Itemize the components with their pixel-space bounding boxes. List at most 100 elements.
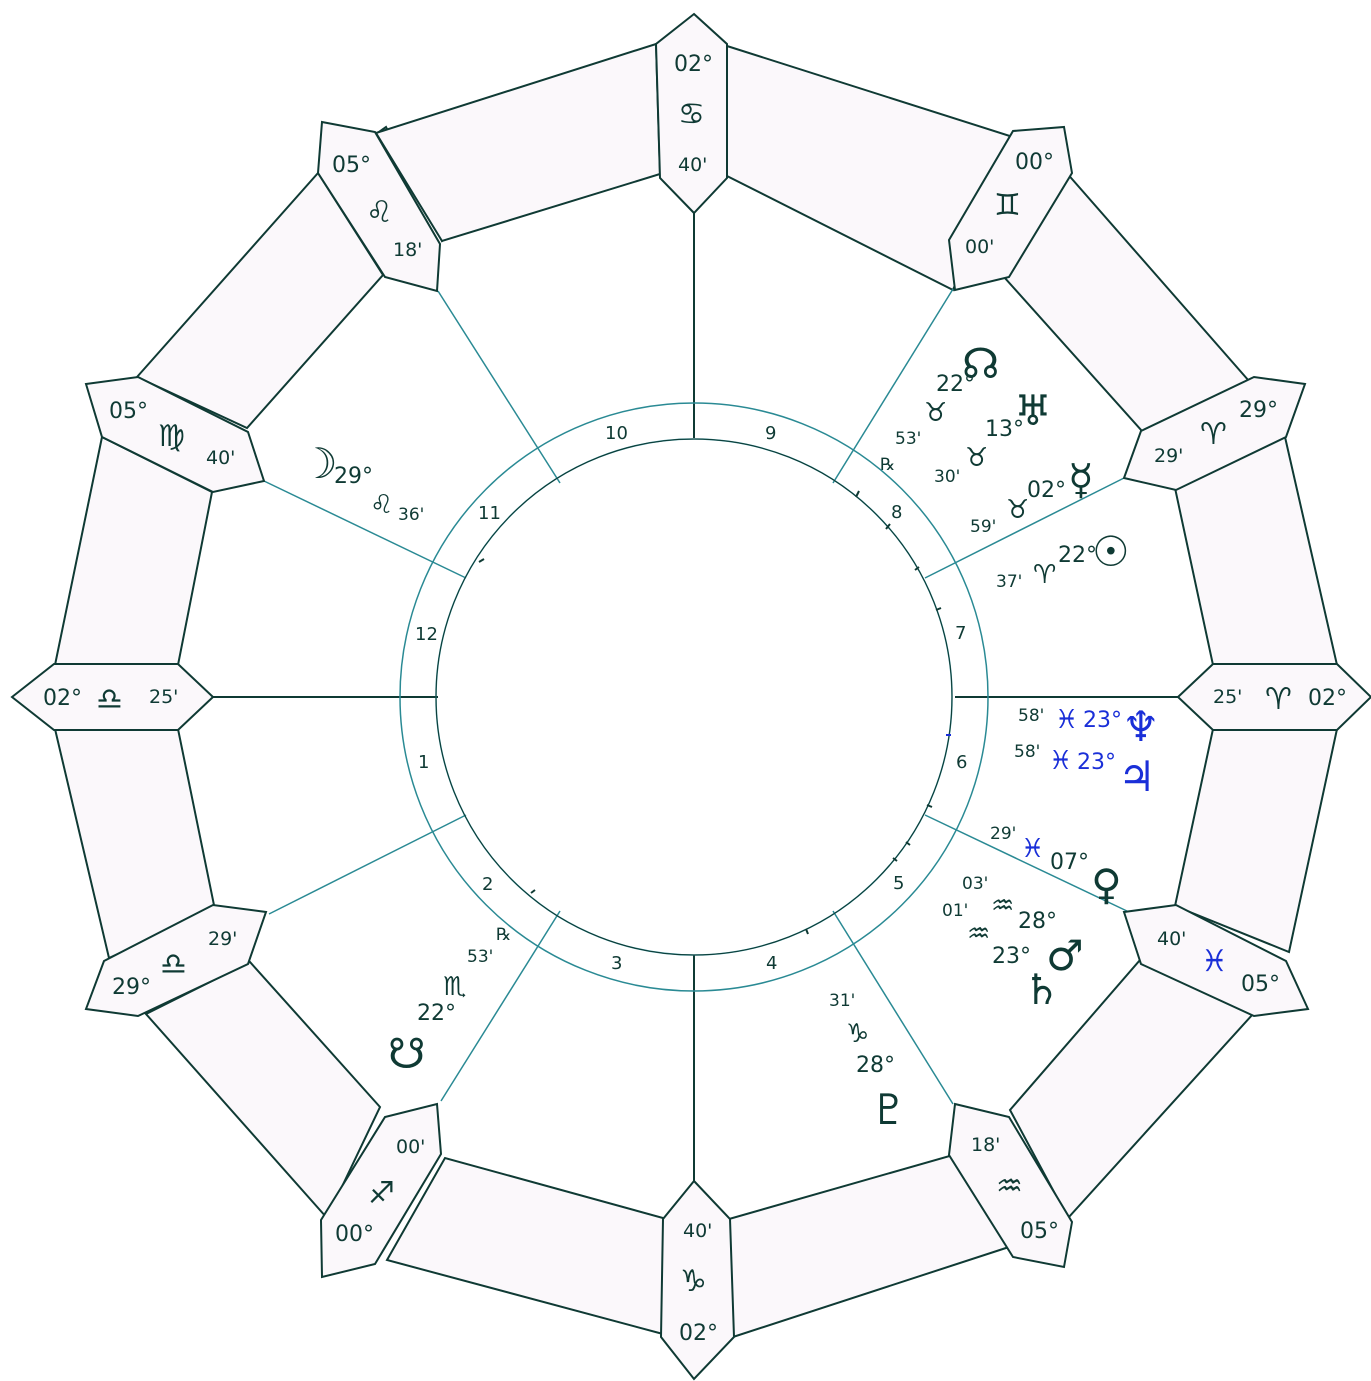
cusp-box-3 <box>319 1102 443 1279</box>
cusp-mc-degree: 02° <box>674 52 713 77</box>
south-node-degree: 22° <box>417 1001 456 1026</box>
jupiter-degree: 23° <box>1077 750 1116 775</box>
house-number-11: 11 <box>478 503 501 524</box>
cusp-12-minutes: 40' <box>206 447 235 469</box>
cusp-9-minutes: 00' <box>965 236 994 258</box>
moon-minutes: 36' <box>398 505 424 525</box>
saturn-minutes: 01' <box>942 901 968 921</box>
cusp-11-degree: 05° <box>332 153 371 178</box>
cusp-box-2 <box>84 903 268 1018</box>
cusp-8-sign: ♈ <box>1200 417 1227 452</box>
cusp-labels: 02° ♋ 40' 05° ♌ 18' 05° ♍ 40' 02° ♎ 25' … <box>43 52 1347 1346</box>
cusp-6-degree: 05° <box>1241 972 1280 997</box>
mars-degree: 28° <box>1018 909 1057 934</box>
cusp-boxes <box>10 12 1371 1381</box>
mercury-icon: ☿ <box>1068 455 1094 504</box>
cusp-11-minutes: 18' <box>393 239 422 261</box>
venus-icon: ♀ <box>1091 860 1122 909</box>
uranus-degree: 13° <box>985 417 1024 442</box>
inner-rings <box>399 402 989 992</box>
pluto-icon: ♇ <box>870 1085 908 1134</box>
sun-icon: ☉ <box>1092 527 1130 576</box>
neptune-minutes: 58' <box>1018 706 1044 726</box>
mars-sign: ♒ <box>991 891 1014 921</box>
house-number-3: 3 <box>611 953 622 974</box>
north-node-icon: ☊ <box>962 339 999 388</box>
cusp-ic-degree: 02° <box>679 1321 718 1346</box>
house-number-4: 4 <box>766 953 777 974</box>
north-node-sign: ♉ <box>924 398 947 428</box>
venus-sign: ♓ <box>1021 834 1044 864</box>
cusp-ic-sign: ♑ <box>680 1264 707 1299</box>
pluto-degree: 28° <box>856 1053 895 1078</box>
cusp-3-minutes: 00' <box>396 1136 425 1158</box>
cusp-5-sign: ♒ <box>996 1169 1023 1204</box>
cusp-2-sign: ♎ <box>160 947 187 982</box>
planets: ☽ 29° ♌ 36' ☊ 22° ♉ 53' ℞ ♅ 13° ♉ 30' ☿ … <box>300 339 1160 1134</box>
venus-degree: 07° <box>1050 850 1089 875</box>
sun-degree: 22° <box>1058 543 1097 568</box>
cusp-8-degree: 29° <box>1239 398 1278 423</box>
venus-minutes: 29' <box>990 824 1016 844</box>
cusp-2-degree: 29° <box>112 975 151 1000</box>
neptune-sign: ♓ <box>1055 705 1078 735</box>
house-number-9: 9 <box>765 423 776 444</box>
cusp-12-sign: ♍ <box>158 419 185 454</box>
outer-bands <box>53 42 1339 1339</box>
moon-degree: 29° <box>334 464 373 489</box>
cusp-3-sign: ♐ <box>368 1176 395 1211</box>
uranus-sign: ♉ <box>965 443 988 473</box>
saturn-icon: ♄ <box>1023 965 1061 1014</box>
cusp-dsc-minutes: 25' <box>1213 686 1242 708</box>
cusp-box-9 <box>947 125 1074 292</box>
mercury-degree: 02° <box>1027 478 1066 503</box>
pluto-minutes: 31' <box>829 991 855 1011</box>
cusp-8-minutes: 29' <box>1154 445 1183 467</box>
house-number-7: 7 <box>955 623 966 644</box>
cusp-dsc-degree: 02° <box>1308 686 1347 711</box>
cusp-12-degree: 05° <box>109 399 148 424</box>
cusp-box-5 <box>947 1102 1074 1269</box>
cusp-box-8 <box>1122 375 1307 492</box>
jupiter-minutes: 58' <box>1014 742 1040 762</box>
north-node-degree: 22° <box>936 372 975 397</box>
cusp-6-sign: ♓ <box>1201 944 1228 979</box>
cusp-11-sign: ♌ <box>366 195 393 230</box>
cusp-dsc-sign: ♈ <box>1265 682 1292 717</box>
saturn-sign: ♒ <box>967 919 990 949</box>
house-number-2: 2 <box>482 874 493 895</box>
cusp-6-minutes: 40' <box>1157 928 1186 950</box>
cusp-box-mc <box>654 12 728 215</box>
cusp-mc-sign: ♋ <box>678 97 705 132</box>
planet-ticks <box>478 490 951 935</box>
mars-minutes: 03' <box>962 874 988 894</box>
cusp-box-12 <box>84 375 266 494</box>
house-number-5: 5 <box>893 873 904 894</box>
house-number-1: 1 <box>418 752 429 773</box>
uranus-icon: ♅ <box>1014 386 1052 435</box>
south-node-sign: ♏ <box>443 972 466 1002</box>
cusp-3-degree: 00° <box>335 1222 374 1247</box>
mercury-sign: ♉ <box>1006 495 1029 525</box>
cusp-9-sign: ♊ <box>994 188 1021 223</box>
sun-sign: ♈ <box>1033 560 1056 590</box>
jupiter-icon: ♃ <box>1118 752 1156 801</box>
cusp-asc-sign: ♎ <box>96 682 123 717</box>
cusp-box-asc <box>10 663 215 731</box>
moon-sign: ♌ <box>370 490 393 520</box>
saturn-degree: 23° <box>992 944 1031 969</box>
moon-icon: ☽ <box>300 439 338 488</box>
mercury-minutes: 59' <box>970 517 996 537</box>
cusp-9-degree: 00° <box>1015 150 1054 175</box>
neptune-icon: ♆ <box>1122 702 1160 751</box>
south-node-retrograde: ℞ <box>496 925 511 945</box>
cusp-box-ic <box>659 1179 736 1381</box>
house-lines <box>213 213 1178 1185</box>
neptune-degree: 23° <box>1083 708 1122 733</box>
cusp-box-dsc <box>1176 663 1371 731</box>
cusp-asc-degree: 02° <box>43 686 82 711</box>
cusp-5-degree: 05° <box>1020 1219 1059 1244</box>
jupiter-sign: ♓ <box>1049 746 1072 776</box>
